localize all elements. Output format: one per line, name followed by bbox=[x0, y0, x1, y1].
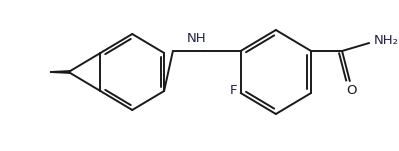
Text: F: F bbox=[230, 85, 238, 98]
Text: NH: NH bbox=[186, 32, 206, 45]
Text: O: O bbox=[346, 84, 357, 96]
Text: NH₂: NH₂ bbox=[374, 34, 399, 48]
